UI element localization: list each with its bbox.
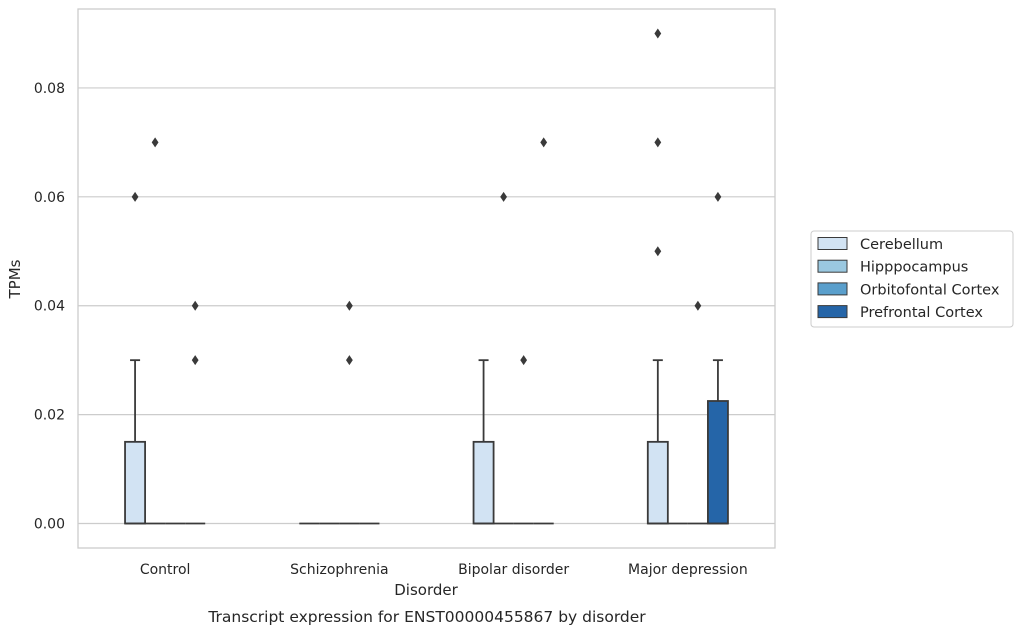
legend-swatch — [817, 282, 848, 296]
legend-frame — [810, 230, 1014, 328]
outlier-point — [191, 355, 199, 366]
y-tick-label: 0.06 — [34, 190, 65, 206]
plot-area-frame — [77, 8, 776, 549]
outlier-point — [654, 137, 662, 148]
legend-swatch — [817, 237, 848, 250]
outlier-point — [345, 300, 353, 311]
box-2-2 — [513, 355, 534, 525]
box-1-2 — [339, 300, 360, 525]
x-tick-label: Control — [140, 562, 191, 578]
box-body — [707, 400, 729, 525]
x-axis-label: Disorder — [394, 581, 458, 599]
box-0-3 — [185, 300, 206, 525]
legend-label: Hipppocampus — [860, 260, 968, 276]
box-body — [124, 440, 146, 525]
legend-swatch — [817, 259, 848, 273]
outlier-point — [131, 191, 139, 202]
y-tick-labels: 0.00 0.02 0.04 0.06 0.08 — [34, 81, 65, 533]
box-3-3 — [707, 191, 729, 525]
box-2-3 — [533, 137, 554, 525]
x-tick-label: Bipolar disorder — [458, 562, 569, 578]
x-tick-labels: Control Schizophrenia Bipolar disorder Majo… — [140, 562, 748, 578]
box-body — [472, 440, 495, 525]
outlier-point — [714, 191, 722, 202]
outlier-point — [694, 300, 702, 311]
outlier-point — [345, 355, 353, 366]
box-0-0 — [124, 191, 146, 525]
legend-label: Prefrontal Cortex — [860, 305, 983, 321]
outlier-point — [520, 355, 528, 366]
box-3-0 — [646, 28, 669, 525]
box-2-0 — [472, 359, 495, 525]
legend: Cerebellum Hipppocampus Orbitofontal Corte… — [810, 230, 1014, 328]
box-layer — [124, 28, 729, 525]
box-2-1 — [493, 191, 514, 525]
x-tick-label: Major depression — [628, 562, 748, 578]
legend-label: Cerebellum — [860, 237, 943, 253]
y-tick-label: 0.04 — [34, 299, 65, 315]
outlier-point — [500, 191, 508, 202]
y-tick-label: 0.02 — [34, 408, 65, 424]
legend-label: Orbitofontal Cortex — [860, 282, 1000, 298]
y-tick-label: 0.00 — [34, 517, 65, 533]
gridlines — [78, 87, 775, 525]
box-body — [646, 440, 669, 525]
box-3-2 — [687, 300, 708, 525]
legend-items: Cerebellum Hipppocampus Orbitofontal Corte… — [817, 237, 1000, 321]
y-tick-label: 0.08 — [34, 81, 65, 97]
box-0-1 — [145, 137, 166, 525]
outlier-point — [654, 28, 662, 39]
outlier-point — [540, 137, 548, 148]
legend-swatch — [817, 305, 848, 319]
outlier-point — [151, 137, 159, 148]
x-tick-label: Schizophrenia — [290, 562, 388, 578]
y-axis-label: TPMs — [6, 259, 24, 299]
outlier-point — [654, 246, 662, 257]
outlier-point — [191, 300, 199, 311]
figure-caption: Transcript expression for ENST0000045586… — [207, 608, 646, 626]
